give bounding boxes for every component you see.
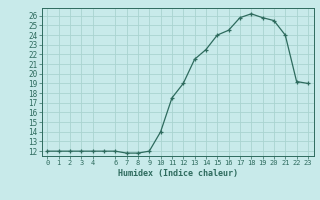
X-axis label: Humidex (Indice chaleur): Humidex (Indice chaleur) (118, 169, 237, 178)
